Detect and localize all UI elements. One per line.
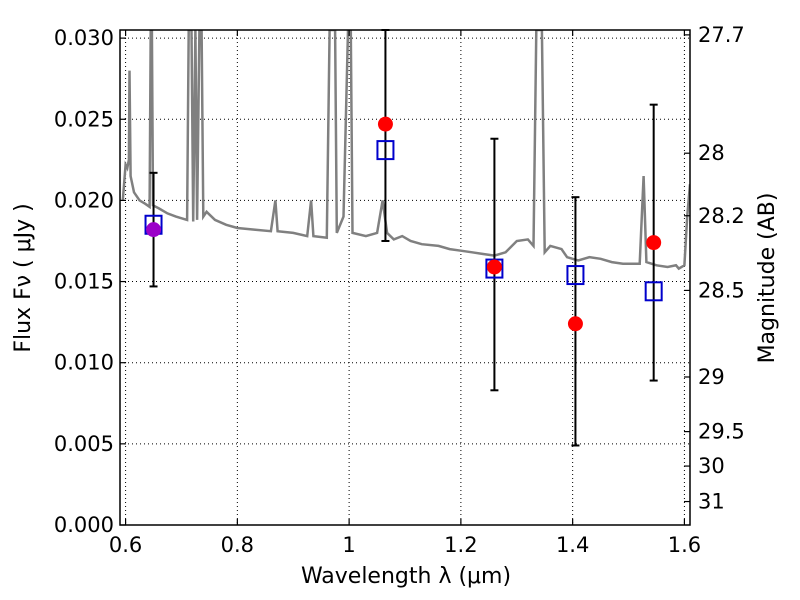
right-tick-label: 29 bbox=[698, 365, 725, 389]
right-tick-label: 28 bbox=[698, 141, 725, 165]
right-tick-label: 29.5 bbox=[698, 420, 745, 444]
y-axis-label: Flux Fν ( μJy ) bbox=[11, 203, 36, 352]
x-tick-label: 1.6 bbox=[668, 533, 701, 557]
ticks: 0.6 0.8 1 1.2 1.4 1.6 0.000 0.005 0.010 0.015 0.02… bbox=[54, 23, 745, 557]
y-tick-label: 0.010 bbox=[54, 351, 114, 375]
y-tick-label: 0.000 bbox=[54, 513, 114, 537]
right-tick-label: 28.2 bbox=[698, 204, 745, 228]
observed-circle-point bbox=[486, 259, 502, 275]
observed-circle-point bbox=[377, 116, 393, 132]
spectrum-series bbox=[121, 30, 690, 271]
x-tick-label: 1.4 bbox=[556, 533, 589, 557]
x-tick-label: 1 bbox=[342, 533, 355, 557]
right-tick-label: 31 bbox=[698, 490, 725, 514]
y-tick-label: 0.025 bbox=[54, 107, 114, 131]
observed-circle-point bbox=[646, 235, 662, 251]
y-tick-label: 0.030 bbox=[54, 26, 114, 50]
x-tick-label: 0.8 bbox=[221, 533, 254, 557]
x-tick-label: 0.6 bbox=[109, 533, 142, 557]
model-square-point bbox=[644, 281, 663, 302]
spectrum-line bbox=[121, 30, 690, 271]
right-tick-label: 30 bbox=[698, 454, 725, 478]
right-tick-label: 27.7 bbox=[698, 23, 745, 47]
model-square-point bbox=[376, 140, 395, 161]
x-axis-label: Wavelength λ (μm) bbox=[301, 564, 511, 589]
model-square-point bbox=[566, 265, 585, 286]
right-tick-label: 28.5 bbox=[698, 278, 745, 302]
grid bbox=[120, 30, 690, 526]
observed-circle-point bbox=[146, 222, 162, 238]
right-axis-label: Magnitude (AB) bbox=[755, 193, 780, 364]
plot-frame bbox=[119, 29, 691, 526]
observed-circles-series bbox=[146, 116, 662, 332]
y-tick-label: 0.015 bbox=[54, 270, 114, 294]
model-squares-series bbox=[144, 140, 663, 302]
y-tick-label: 0.020 bbox=[54, 188, 114, 212]
observed-circle-point bbox=[567, 316, 583, 332]
y-tick-label: 0.005 bbox=[54, 432, 114, 456]
x-tick-label: 1.2 bbox=[444, 533, 477, 557]
